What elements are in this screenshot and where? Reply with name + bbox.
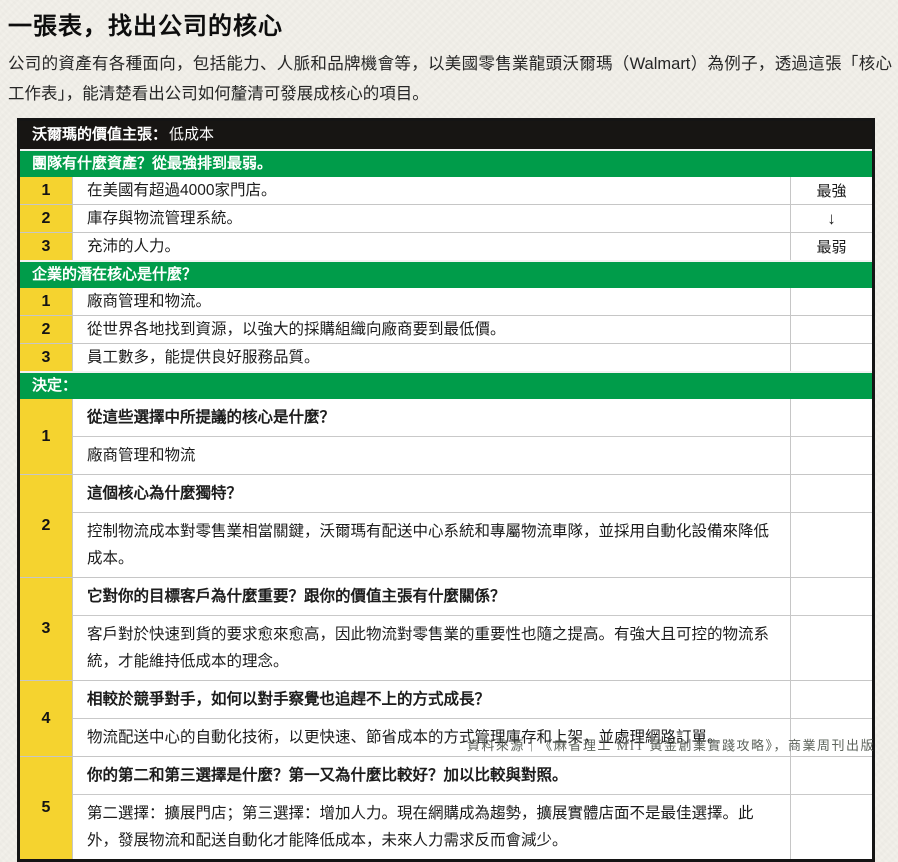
- row-number: 4: [20, 681, 73, 756]
- decision-row: 1 從這些選擇中所提議的核心是什麼？ 廠商管理和物流: [20, 399, 872, 474]
- decision-row: 2 這個核心為什麼獨特？ 控制物流成本對零售業相當關鍵，沃爾瑪有配送中心系統和專…: [20, 474, 872, 577]
- value-proposition-label: 沃爾瑪的價值主張：: [32, 126, 168, 143]
- decision-row: 5 你的第二和第三選擇是什麼？第一又為什麼比較好？加以比較與對照。 第二選擇：擴…: [20, 756, 872, 859]
- section-heading-assets: 團隊有什麼資產？從最強排到最弱。: [20, 149, 872, 177]
- row-text: 在美國有超過4000家門店。: [87, 182, 277, 199]
- decision-question: 從這些選擇中所提議的核心是什麼？: [87, 409, 336, 426]
- row-note: [790, 316, 872, 343]
- section-heading-decision: 決定：: [20, 371, 872, 399]
- row-note: [790, 399, 872, 436]
- decision-row: 4 相較於競爭對手，如何以對手察覺也追趕不上的方式成長？ 物流配送中心的自動化技…: [20, 680, 872, 756]
- row-text: 充沛的人力。: [87, 238, 181, 255]
- row-number: 5: [20, 757, 73, 859]
- table-row: 2 從世界各地找到資源，以強大的採購組織向廠商要到最低價。: [20, 315, 872, 343]
- source-citation: 資料來源｜《麻省理工 MIT 黃金創業實踐攻略》，商業周刊出版: [466, 738, 875, 753]
- decision-answer: 物流配送中心的自動化技術，以更快速、節省成本的方式管理庫存和上架，並處理網路訂單…: [73, 718, 790, 756]
- section-heading-potential-core: 企業的潛在核心是什麼？: [20, 260, 872, 288]
- decision-question: 這個核心為什麼獨特？: [87, 485, 243, 502]
- row-note: [790, 681, 872, 718]
- row-note: [790, 512, 872, 577]
- row-text: 庫存與物流管理系統。: [87, 210, 243, 227]
- row-note: [790, 615, 872, 680]
- row-number: 3: [20, 578, 73, 680]
- table-row: 3 充沛的人力。 最弱: [20, 232, 872, 260]
- row-number: 3: [20, 344, 73, 371]
- row-note: [790, 718, 872, 756]
- row-note-strongest: 最強: [790, 177, 872, 204]
- row-number: 2: [20, 316, 73, 343]
- value-proposition-bar: 沃爾瑪的價值主張： 低成本: [20, 121, 872, 149]
- row-note: [790, 475, 872, 512]
- decision-answer: 第二選擇：擴展門店；第三選擇：增加人力。現在網購成為趨勢，擴展實體店面不是最佳選…: [73, 794, 790, 859]
- table-row: 2 庫存與物流管理系統。 ↓: [20, 204, 872, 232]
- row-number: 2: [20, 205, 73, 232]
- row-number: 1: [20, 288, 73, 315]
- intro-paragraph: 公司的資產有各種面向，包括能力、人脈和品牌機會等，以美國零售業龍頭沃爾瑪（Wal…: [8, 55, 892, 103]
- row-number: 2: [20, 475, 73, 577]
- row-note: [790, 344, 872, 371]
- row-note: [790, 436, 872, 474]
- decision-question: 它對你的目標客戶為什麼重要？跟你的價值主張有什麼關係？: [87, 588, 506, 605]
- row-note-weakest: 最弱: [790, 233, 872, 260]
- row-text: 廠商管理和物流。: [87, 293, 212, 310]
- down-arrow-icon: ↓: [790, 205, 872, 232]
- row-text: 員工數多，能提供良好服務品質。: [87, 349, 320, 366]
- decision-answer: 客戶對於快速到貨的要求愈來愈高，因此物流對零售業的重要性也隨之提高。有強大且可控…: [73, 615, 790, 680]
- decision-question: 你的第二和第三選擇是什麼？第一又為什麼比較好？加以比較與對照。: [87, 767, 568, 784]
- decision-answer: 控制物流成本對零售業相當關鍵，沃爾瑪有配送中心系統和專屬物流車隊，並採用自動化設…: [73, 512, 790, 577]
- row-text: 從世界各地找到資源，以強大的採購組織向廠商要到最低價。: [87, 321, 506, 338]
- row-number: 1: [20, 399, 73, 474]
- row-note: [790, 794, 872, 859]
- row-note: [790, 288, 872, 315]
- table-row: 1 在美國有超過4000家門店。 最強: [20, 177, 872, 204]
- row-note: [790, 578, 872, 615]
- row-number: 3: [20, 233, 73, 260]
- decision-answer: 廠商管理和物流: [73, 436, 790, 474]
- table-row: 3 員工數多，能提供良好服務品質。: [20, 343, 872, 371]
- decision-row: 3 它對你的目標客戶為什麼重要？跟你的價值主張有什麼關係？ 客戶對於快速到貨的要…: [20, 577, 872, 680]
- table-row: 1 廠商管理和物流。: [20, 288, 872, 315]
- decision-question: 相較於競爭對手，如何以對手察覺也追趕不上的方式成長？: [87, 691, 491, 708]
- page-title: 一張表，找出公司的核心: [8, 13, 283, 40]
- row-number: 1: [20, 177, 73, 204]
- value-proposition-value: 低成本: [169, 126, 215, 143]
- row-note: [790, 757, 872, 794]
